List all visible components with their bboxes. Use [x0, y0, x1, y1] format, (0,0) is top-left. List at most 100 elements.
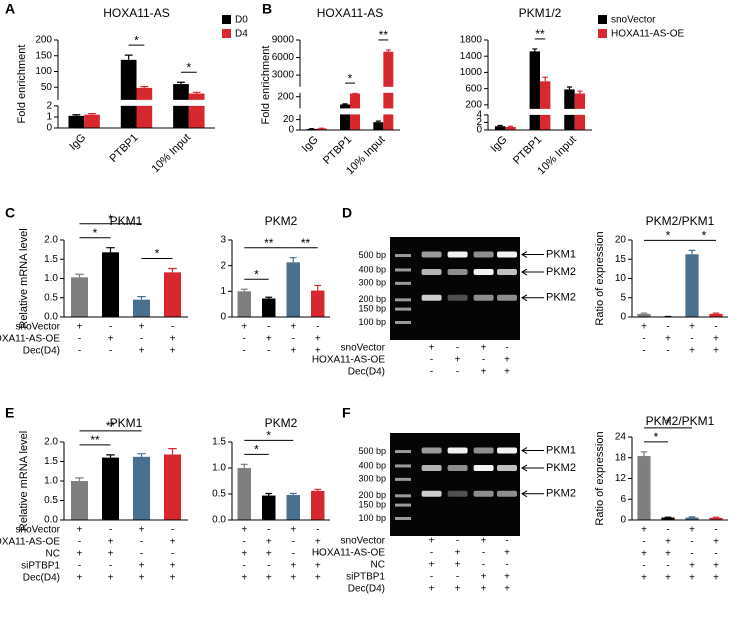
error-bar	[192, 91, 201, 94]
error-bar	[532, 48, 538, 52]
bar	[540, 81, 551, 130]
y-tick-label: 1	[46, 112, 52, 123]
condition-sign: +	[481, 367, 487, 378]
y-tick-label: 50	[41, 82, 53, 93]
chart-title: HOXA11-AS	[103, 6, 169, 20]
condition-label: NC	[46, 549, 60, 560]
bar	[494, 126, 506, 130]
error-bar	[542, 76, 548, 82]
condition-sign: -	[505, 560, 508, 571]
error-bar	[265, 492, 273, 496]
condition-sign: -	[316, 525, 319, 536]
bar	[661, 517, 675, 520]
ladder-band	[395, 307, 411, 311]
condition-sign: -	[109, 525, 112, 536]
y-tick-label: 9000	[272, 35, 295, 46]
condition-sign: +	[455, 560, 461, 571]
condition-sign: +	[481, 536, 487, 547]
condition-sign: +	[713, 537, 719, 548]
error-bar	[75, 273, 84, 278]
error-bar	[75, 477, 84, 481]
error-bar	[240, 463, 248, 468]
condition-sign: +	[241, 573, 247, 584]
y-tick-label: 100	[35, 66, 52, 77]
y-tick-label: 0	[46, 123, 52, 134]
gel-band	[421, 269, 442, 276]
y-tick-label: 3	[220, 235, 226, 246]
legend-swatch	[222, 15, 231, 24]
condition-sign: +	[266, 537, 272, 548]
y-tick-label: 1.0	[44, 476, 58, 487]
band-label: PKM1	[546, 248, 576, 260]
condition-label: siPTBP1	[346, 572, 385, 583]
gel-band	[497, 447, 517, 454]
condition-sign: +	[689, 346, 695, 357]
condition-sign: -	[243, 561, 246, 572]
y-tick-label: 0.0	[44, 515, 58, 526]
y-tick-label: 0	[620, 515, 626, 526]
condition-sign: -	[171, 525, 174, 536]
ladder-label: 150 bp	[358, 303, 386, 313]
significance-label: *	[254, 443, 259, 457]
condition-sign: +	[170, 561, 176, 572]
y-tick-label: 10	[615, 273, 627, 284]
x-tick-label: PTBP1	[321, 134, 354, 167]
condition-sign: +	[713, 561, 719, 572]
significance-label: *	[108, 212, 113, 226]
legend-label: D0	[235, 15, 248, 26]
y-tick-label: 1400	[460, 51, 483, 62]
condition-sign: -	[690, 537, 693, 548]
condition-sign: +	[481, 343, 487, 354]
y-tick-label: 0	[476, 125, 482, 136]
condition-sign: -	[78, 537, 81, 548]
significance-label: *	[348, 71, 353, 85]
y-tick-label: 0.5	[44, 495, 58, 506]
condition-sign: +	[77, 573, 83, 584]
condition-sign: -	[642, 346, 645, 357]
gel-band	[447, 269, 468, 276]
condition-sign: +	[641, 322, 647, 333]
condition-sign: +	[315, 561, 321, 572]
condition-label: Dec(D4)	[348, 584, 385, 595]
condition-sign: +	[266, 549, 272, 560]
y-tick-label: 1800	[460, 35, 483, 46]
condition-sign: +	[689, 322, 695, 333]
condition-sign: -	[456, 572, 459, 583]
ladder-band	[395, 477, 411, 481]
y-tick-label: 6	[620, 494, 626, 505]
error-bar	[168, 267, 177, 273]
error-bar	[640, 312, 648, 314]
ladder-band	[395, 494, 411, 498]
legend-swatch	[598, 29, 607, 38]
significance-label: *	[266, 429, 271, 443]
gel-band	[497, 294, 517, 301]
condition-sign: -	[456, 343, 459, 354]
gel-band	[421, 490, 442, 497]
condition-sign: -	[267, 322, 270, 333]
ladder-band	[395, 298, 411, 302]
condition-sign: +	[455, 584, 461, 595]
condition-sign: +	[504, 548, 510, 559]
condition-sign: -	[243, 334, 246, 345]
y-tick-label: 0.5	[212, 489, 226, 500]
condition-sign: +	[429, 560, 435, 571]
condition-sign: +	[108, 549, 114, 560]
chart-title: PKM1	[110, 214, 143, 228]
condition-sign: +	[429, 584, 435, 595]
bar	[311, 490, 325, 520]
y-tick-label: 200	[277, 91, 294, 102]
y-tick-label: 200	[465, 99, 482, 110]
panel-letter: B	[262, 1, 272, 17]
condition-sign: +	[266, 334, 272, 345]
y-tick-label: 20	[615, 235, 627, 246]
gel-band	[447, 294, 468, 301]
x-tick-label: IgG	[67, 132, 88, 153]
significance-label: *	[155, 247, 160, 261]
band-label: PKM2	[546, 462, 576, 474]
condition-label: siPTBP1	[21, 561, 60, 572]
error-bar	[289, 492, 297, 496]
condition-label: HOXA11-AS-OE	[312, 355, 385, 366]
condition-sign: +	[290, 561, 296, 572]
condition-sign: -	[505, 536, 508, 547]
condition-sign: -	[666, 346, 669, 357]
